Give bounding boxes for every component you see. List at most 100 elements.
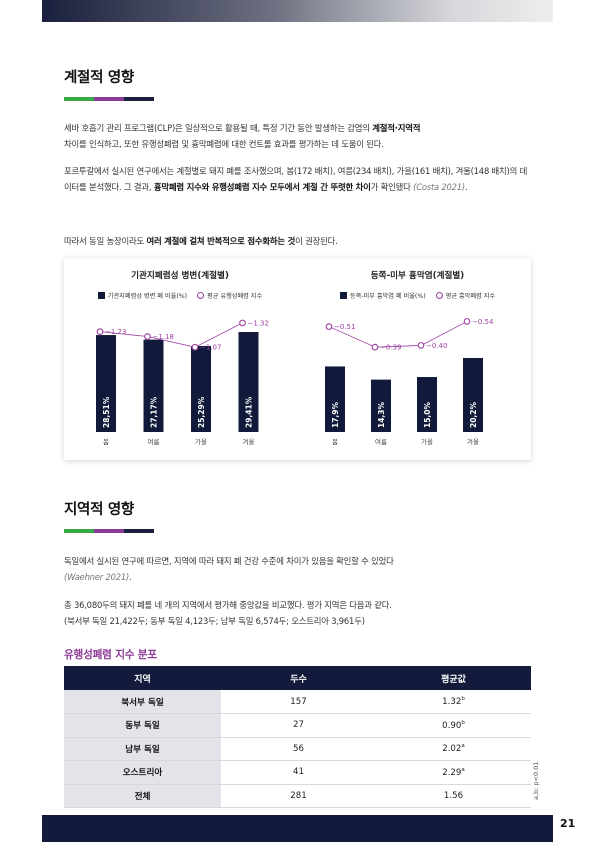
table-cell: 281	[221, 784, 376, 808]
table-cell: 1.32b	[376, 690, 531, 714]
count-value: 157	[290, 696, 307, 707]
table-cell: 남부 독일	[64, 737, 221, 761]
legend-item-marker: 평균 유행성폐렴 지수	[197, 291, 262, 300]
bar	[371, 379, 391, 432]
category-label: 여름	[375, 437, 387, 446]
table-header-cell: 평균값	[376, 666, 531, 690]
chart-title: 기관지폐렴성 병변(계절별)	[131, 271, 229, 281]
index-value-label: −1.18	[153, 333, 174, 341]
table-cell: 동부 독일	[64, 713, 221, 738]
category-label: 가을	[421, 437, 433, 446]
table-cell: 북서부 독일	[64, 690, 221, 714]
region-name: 전체	[134, 791, 151, 802]
chart-bronchopneumonia: 기관지폐렴성 병변(계절별) 기관지폐렴성 병변 폐 비율(%) 평균 유행성폐…	[64, 258, 296, 460]
significance-mark: a	[461, 766, 465, 773]
bar	[143, 339, 164, 432]
chart-plot: 28,51% 봄 27,17% 여름 25,29% 가을 29,41% 겨울 −1.23 −1.1…	[96, 319, 269, 446]
chart-pleuritis: 등쪽-미부 흉막염(계절별) 등쪽-미부 흉막염 폐 비율(%) 평균 흉막폐렴…	[304, 258, 531, 460]
legend-label: 평균 유행성폐렴 지수	[207, 293, 263, 300]
index-value-label: −1.32	[248, 319, 269, 327]
index-value-label: −1.23	[105, 328, 126, 336]
bar-value-label: 25,29%	[197, 396, 206, 428]
paragraph-intro: 세바 호흡기 관리 프로그램(CLP)은 일상적으로 활용될 때, 특정 기간 …	[64, 123, 421, 149]
legend-square-icon	[339, 292, 347, 299]
count-value: 27	[293, 720, 304, 731]
table-cell: 전체	[64, 784, 221, 808]
index-marker	[325, 323, 333, 330]
index-marker	[371, 343, 379, 351]
region-name: 북서부 독일	[121, 697, 164, 708]
bar	[463, 358, 483, 432]
mean-value: 1.32	[442, 696, 462, 707]
table-header-cell: 지역	[64, 666, 221, 690]
page-number: 21	[560, 817, 576, 830]
chart-plot: 17,9% 봄 14,3% 여름 15,0% 가을 20,2% 겨울 −0.51 −0.39 −0.…	[325, 318, 494, 446]
category-label: 가을	[195, 437, 207, 446]
chart-legend: 등쪽-미부 흉막염 폐 비율(%) 평균 흉막폐렴 지수	[304, 291, 531, 300]
table-row: 전체 281 1.56	[64, 784, 531, 808]
bar	[96, 335, 116, 432]
paragraph-portugal-study: 포르투갈에서 실시된 연구에서는 계절별로 돼지 폐를 조사했으며, 봄(172…	[64, 166, 528, 192]
index-value-label: −0.39	[380, 344, 401, 352]
legend-circle-icon	[435, 292, 443, 299]
index-value-label: −0.54	[472, 318, 494, 326]
mean-value: 1.56	[443, 790, 464, 801]
table-cell: 157	[221, 690, 376, 714]
chart-title: 등쪽-미부 흉막염(계절별)	[370, 271, 465, 281]
legend-item-marker: 평균 흉막폐렴 지수	[435, 291, 496, 300]
bar-value-label: 20,2%	[469, 401, 478, 428]
bar-value-label: 14,3%	[377, 401, 386, 428]
footer-band	[42, 815, 553, 842]
count-value: 41	[293, 767, 304, 778]
count-value: 56	[293, 743, 304, 754]
legend-circle-icon	[197, 292, 205, 299]
section-accent-bar	[64, 529, 154, 533]
header-band	[42, 0, 553, 22]
mean-value: 0.90	[442, 720, 462, 731]
table-row: 오스트리아 41 2.29a	[64, 760, 531, 785]
category-label: 봄	[103, 438, 109, 446]
index-marker	[239, 319, 246, 327]
table-footnote: a,b; p<0.01	[532, 761, 540, 800]
table-cell: 오스트리아	[64, 760, 221, 785]
table-cell: 1.56	[376, 784, 531, 808]
bar	[325, 366, 345, 432]
legend-label: 등쪽-미부 흉막염 폐 비율(%)	[349, 293, 426, 300]
category-label: 여름	[148, 437, 160, 446]
paragraph-germany-study: 독일에서 실시된 연구에 따르면, 지역에 따라 돼지 폐 건강 수준에 차이가…	[64, 556, 394, 582]
region-name: 오스트리아	[122, 768, 163, 779]
table-row: 동부 독일 27 0.90b	[64, 713, 531, 738]
category-label: 겨울	[243, 437, 255, 446]
table-row: 북서부 독일 157 1.32b	[64, 690, 531, 714]
table-cell: 27	[221, 713, 376, 738]
index-marker	[417, 342, 425, 349]
index-marker	[96, 328, 104, 336]
table-cell: 2.29a	[376, 760, 531, 785]
bar	[191, 346, 211, 432]
mean-value: 2.29	[442, 767, 462, 778]
bar	[417, 377, 437, 432]
significance-mark: b	[461, 719, 465, 726]
table-row: 남부 독일 56 2.02a	[64, 737, 531, 761]
legend-label: 평균 흉막폐렴 지수	[445, 293, 496, 300]
table-header-cell: 두수	[221, 666, 376, 690]
table-cell: 56	[221, 737, 376, 761]
region-name: 동부 독일	[125, 721, 160, 732]
index-value-label: −0.51	[334, 323, 355, 331]
significance-mark: a	[461, 743, 465, 750]
mean-value: 2.02	[442, 744, 462, 755]
legend-item-bar: 기관지폐렴성 병변 폐 비율(%)	[97, 291, 187, 300]
bar-value-label: 28,51%	[102, 396, 111, 428]
table-cell: 2.02a	[376, 737, 531, 761]
table-title: 유행성폐렴 지수 분포	[64, 649, 157, 661]
section-title-seasonal: 계절적 영향	[64, 70, 134, 86]
table-header-row: 지역 두수 평균값	[64, 666, 531, 690]
category-label: 겨울	[467, 437, 479, 446]
significance-mark: b	[461, 696, 465, 703]
index-value-label: −0.40	[426, 342, 447, 350]
legend-square-icon	[97, 292, 105, 299]
count-value: 281	[290, 790, 307, 801]
charts-card: 기관지폐렴성 병변(계절별) 기관지폐렴성 병변 폐 비율(%) 평균 유행성폐…	[64, 258, 531, 460]
bar-value-label: 15,0%	[423, 401, 432, 428]
region-name: 남부 독일	[125, 744, 160, 755]
